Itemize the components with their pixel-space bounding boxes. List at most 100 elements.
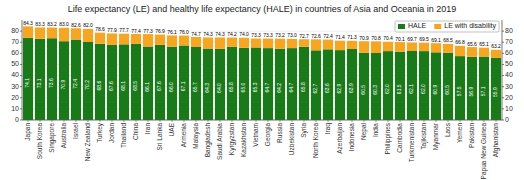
y-tick bbox=[20, 64, 22, 65]
bar-segment bbox=[227, 47, 237, 120]
total-label: 68.5 bbox=[443, 37, 453, 43]
total-label: 83.3 bbox=[35, 21, 45, 27]
y-tick-label: 80 bbox=[11, 27, 19, 34]
data-label: 65.8 bbox=[300, 82, 306, 92]
bar-segment bbox=[203, 37, 213, 48]
x-tick bbox=[292, 120, 293, 122]
bar-segment bbox=[239, 38, 249, 48]
bar-segment bbox=[203, 49, 213, 120]
legend-label: HALE bbox=[408, 22, 427, 29]
bar-segment bbox=[251, 47, 261, 120]
x-tick-label: India bbox=[372, 123, 379, 137]
grid-line bbox=[22, 53, 502, 54]
bar-segment bbox=[119, 44, 129, 120]
bar-segment bbox=[275, 39, 285, 49]
bar-segment bbox=[191, 47, 201, 120]
y-tick-label: 70 bbox=[11, 38, 19, 45]
bar-segment bbox=[191, 37, 201, 47]
bar-segment bbox=[407, 51, 417, 120]
y2-tick-label: 20 bbox=[505, 94, 513, 101]
data-label: 62.7 bbox=[312, 84, 318, 94]
total-label: 72.6 bbox=[311, 33, 321, 39]
y2-tick-label: 0 bbox=[505, 116, 509, 123]
y-tick-label: 50 bbox=[11, 60, 19, 67]
total-label: 78.6 bbox=[95, 26, 105, 32]
x-tick bbox=[184, 120, 185, 122]
bar-segment bbox=[239, 48, 249, 120]
bar-segment bbox=[491, 50, 501, 58]
x-tick-label: Georgia bbox=[264, 123, 272, 147]
y2-tick bbox=[502, 75, 504, 76]
grid-line bbox=[22, 75, 502, 76]
x-tick-label: Azerbaijan bbox=[336, 123, 344, 154]
y2-tick bbox=[502, 108, 504, 109]
x-tick bbox=[136, 120, 137, 122]
bar-segment bbox=[167, 47, 177, 120]
bar-segment bbox=[323, 49, 333, 120]
total-label: 82.0 bbox=[83, 22, 93, 28]
x-tick-label: Kazakhstan bbox=[240, 123, 247, 157]
bar-segment bbox=[179, 45, 189, 120]
bar-segment bbox=[251, 39, 261, 48]
x-tick-label: Tajikistan bbox=[420, 123, 428, 150]
data-label: 60.3 bbox=[372, 85, 378, 95]
y-tick bbox=[20, 53, 22, 54]
y-tick-label: 40 bbox=[11, 71, 19, 78]
data-label: 64.2 bbox=[276, 83, 282, 93]
x-tick-label: Indonesia bbox=[348, 123, 355, 152]
y-axis-line bbox=[22, 20, 23, 120]
total-label: 73.2 bbox=[275, 32, 285, 38]
y2-tick bbox=[502, 120, 504, 121]
y2-axis-line bbox=[502, 20, 503, 120]
x-tick bbox=[268, 120, 269, 122]
bar-segment bbox=[335, 41, 345, 50]
grid-line bbox=[22, 64, 502, 65]
data-label: 65.7 bbox=[192, 82, 198, 92]
total-label: 84.3 bbox=[23, 20, 33, 26]
total-label: 77.7 bbox=[119, 27, 129, 33]
data-label: 64.3 bbox=[204, 83, 210, 93]
bar-segment bbox=[311, 50, 321, 120]
y-tick bbox=[20, 75, 22, 76]
y2-tick-label: 60 bbox=[505, 49, 513, 56]
bar-segment bbox=[419, 43, 429, 51]
total-label: 83.0 bbox=[59, 21, 69, 27]
bar-segment bbox=[407, 43, 417, 51]
x-tick-label: North Korea bbox=[312, 123, 319, 158]
y-tick-label: 0 bbox=[15, 116, 19, 123]
bar-segment bbox=[35, 27, 45, 38]
data-label: 57.1 bbox=[480, 86, 486, 96]
total-label: 66.8 bbox=[455, 39, 465, 45]
x-tick bbox=[220, 120, 221, 122]
data-label: 60.5 bbox=[444, 85, 450, 95]
data-label: 57.5 bbox=[456, 86, 462, 96]
x-tick bbox=[316, 120, 317, 122]
y-tick-label: 20 bbox=[11, 94, 19, 101]
x-tick bbox=[352, 120, 353, 122]
bar-segment bbox=[131, 34, 141, 44]
y-tick bbox=[20, 31, 22, 32]
x-tick bbox=[400, 120, 401, 122]
bar-segment bbox=[359, 41, 369, 53]
bar-segment bbox=[23, 38, 33, 120]
x-tick bbox=[328, 120, 329, 122]
bar-segment bbox=[287, 48, 297, 120]
bar-segment bbox=[167, 35, 177, 46]
grid-line bbox=[22, 108, 502, 109]
x-tick bbox=[52, 120, 53, 122]
y2-tick-label: 40 bbox=[505, 71, 513, 78]
data-label: 67.1 bbox=[180, 81, 186, 91]
x-tick bbox=[484, 120, 485, 122]
data-label: 68.6 bbox=[96, 81, 102, 91]
bar-segment bbox=[371, 53, 381, 120]
total-label: 65.6 bbox=[467, 41, 477, 47]
bar-segment bbox=[299, 47, 309, 120]
x-tick bbox=[340, 120, 341, 122]
y-tick bbox=[20, 86, 22, 87]
data-label: 64.0 bbox=[216, 83, 222, 93]
bar-segment bbox=[299, 39, 309, 47]
y2-tick-label: 10 bbox=[505, 105, 513, 112]
x-tick bbox=[88, 120, 89, 122]
bars bbox=[23, 26, 501, 120]
grid-line bbox=[22, 97, 502, 98]
